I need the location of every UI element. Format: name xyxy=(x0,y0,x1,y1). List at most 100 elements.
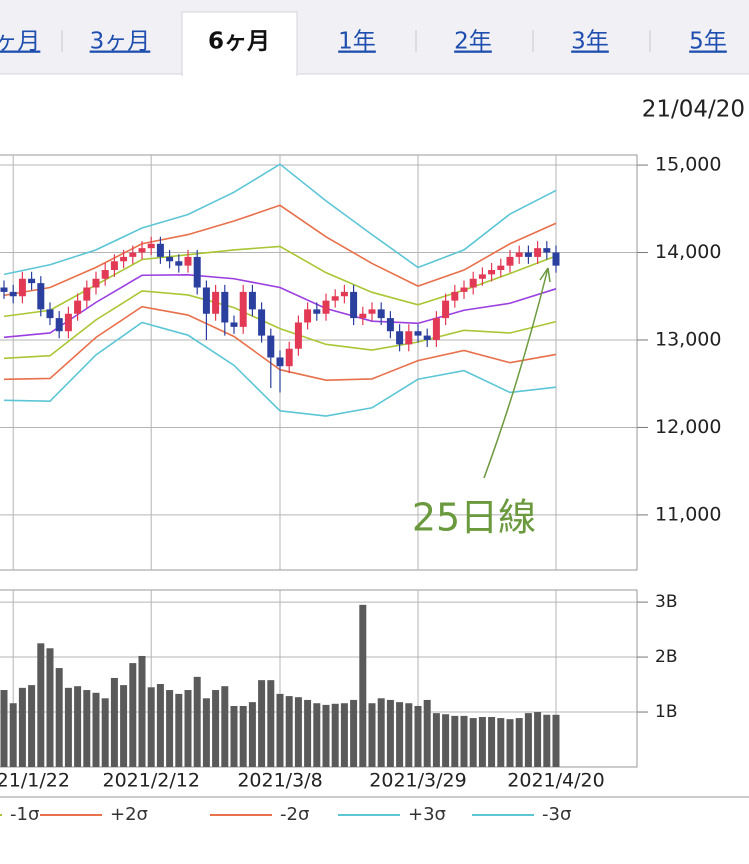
volume-bar xyxy=(92,692,100,767)
volume-bar xyxy=(552,714,560,767)
volume-bar xyxy=(239,705,247,767)
candle-body xyxy=(147,243,155,249)
candle-body xyxy=(396,331,404,345)
candle-body xyxy=(552,252,560,266)
candle-body xyxy=(386,318,394,332)
candle-body xyxy=(331,296,339,301)
legend-label: +3σ xyxy=(408,804,446,825)
volume-bar xyxy=(230,705,238,767)
candle-body xyxy=(267,335,275,358)
candle-body xyxy=(423,335,431,340)
band-line xyxy=(3,204,557,297)
candle-body xyxy=(258,309,266,336)
volume-bar xyxy=(506,719,514,767)
candle-body xyxy=(129,252,137,257)
candle-body xyxy=(0,287,8,292)
candle-body xyxy=(359,313,367,319)
volume-bar xyxy=(442,714,450,767)
x-tick-label: 2021/2/12 xyxy=(102,770,199,792)
candle-body xyxy=(221,291,229,323)
volume-bar xyxy=(46,648,54,767)
candle-body xyxy=(294,322,302,349)
volume-bar xyxy=(110,677,118,767)
volume-bar xyxy=(386,699,394,767)
volume-bar xyxy=(451,715,459,767)
candle-body xyxy=(9,291,17,297)
candle-body xyxy=(304,309,312,323)
candle-body xyxy=(83,287,91,301)
candle-body xyxy=(184,256,192,266)
candle-body xyxy=(368,309,376,314)
y-tick-label: 13,000 xyxy=(655,328,721,350)
candle-body xyxy=(212,291,220,314)
candle-body xyxy=(110,261,118,271)
band-line xyxy=(3,274,557,339)
volume-bar xyxy=(37,643,45,767)
volume-bar xyxy=(138,655,146,767)
candle-body xyxy=(175,261,183,266)
volume-bar xyxy=(478,716,486,767)
plot-frame xyxy=(0,154,638,571)
volume-bar xyxy=(377,698,385,767)
volume-bar xyxy=(515,718,523,767)
volume-bar xyxy=(350,699,358,767)
tab[interactable]: 5年 xyxy=(689,29,727,55)
volume-bar xyxy=(432,713,440,767)
candle-body xyxy=(469,278,477,288)
candle-body xyxy=(451,291,459,301)
candle-body xyxy=(64,313,72,332)
x-tick-label: 2021/4/20 xyxy=(507,770,604,792)
candle-body xyxy=(18,278,26,297)
tab-bar xyxy=(0,0,749,74)
volume-bar xyxy=(534,712,542,767)
active-tab-box xyxy=(181,11,298,76)
volume-bar xyxy=(524,713,532,767)
candle-body xyxy=(340,291,348,297)
tab[interactable]: 3年 xyxy=(571,29,609,55)
volume-bar xyxy=(294,697,302,767)
volume-bar xyxy=(405,703,413,767)
volume-bar xyxy=(322,704,330,767)
volume-bar xyxy=(83,690,91,767)
candle-body xyxy=(313,309,321,314)
volume-bar xyxy=(359,604,367,767)
volume-bar xyxy=(285,696,293,767)
volume-bar xyxy=(129,663,137,767)
tab[interactable]: 1年 xyxy=(338,29,376,55)
volume-bar xyxy=(175,693,183,767)
candle-body xyxy=(350,291,358,319)
y-tick-label: 12,000 xyxy=(655,416,721,438)
candle-body xyxy=(37,283,45,310)
volume-bar xyxy=(221,686,229,767)
tab[interactable]: 2年 xyxy=(454,29,492,55)
candle-body xyxy=(55,318,63,332)
volume-bar xyxy=(258,680,266,767)
volume-bar xyxy=(120,685,128,767)
tab[interactable]: 1ヶ月 xyxy=(0,29,40,55)
candle-body xyxy=(156,243,164,257)
candle-body xyxy=(248,291,256,310)
y-tick-label: 1B xyxy=(655,702,677,722)
candle-body xyxy=(377,309,385,319)
candle-body xyxy=(193,256,201,288)
volume-bar xyxy=(18,687,26,767)
tab[interactable]: 3ヶ月 xyxy=(90,29,151,55)
date: 21/04/20 xyxy=(642,97,745,123)
candle-body xyxy=(322,300,330,314)
band-line xyxy=(3,290,557,360)
legend-label: -2σ xyxy=(280,804,309,825)
volume-bar xyxy=(340,703,348,767)
volume-bar xyxy=(202,698,210,767)
active-tab-join xyxy=(183,70,296,78)
tab[interactable]: 6ヶ月 xyxy=(208,29,270,55)
candle-body xyxy=(506,256,514,266)
volume-bar xyxy=(414,705,422,767)
candle-body xyxy=(497,265,505,271)
band-line xyxy=(3,321,557,417)
volume-bar xyxy=(147,687,155,767)
candle-body xyxy=(524,252,532,257)
candle-body xyxy=(74,300,82,314)
volume-bar xyxy=(304,699,312,767)
